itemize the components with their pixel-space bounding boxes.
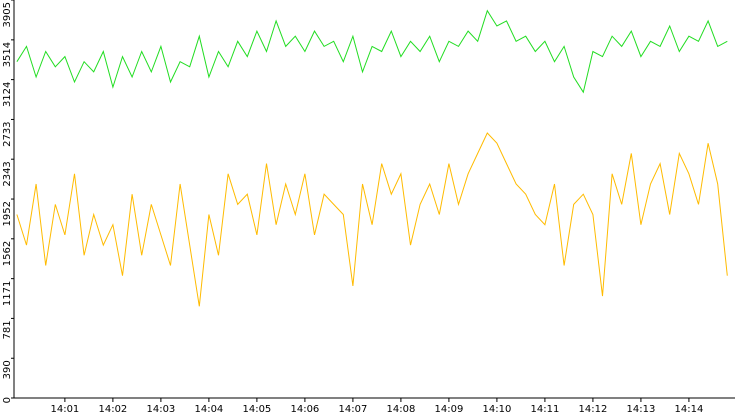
x-tick-label: 14:01 bbox=[50, 404, 79, 415]
x-tick-label: 14:04 bbox=[194, 404, 223, 415]
series-line bbox=[16, 132, 728, 307]
x-tick-label: 14:06 bbox=[290, 404, 319, 415]
x-tick-label: 14:12 bbox=[578, 404, 607, 415]
y-tick-label: 390 bbox=[2, 360, 13, 379]
y-tick-label: 0 bbox=[2, 397, 13, 403]
x-tick-label: 14:05 bbox=[242, 404, 271, 415]
y-tick-label: 1562 bbox=[2, 241, 13, 266]
series-line bbox=[16, 9, 728, 94]
y-tick-label: 2343 bbox=[2, 161, 13, 186]
y-tick-label: 1171 bbox=[2, 281, 13, 306]
x-tick-label: 14:07 bbox=[338, 404, 367, 415]
x-tick-label: 14:14 bbox=[675, 404, 704, 415]
x-tick-label: 14:10 bbox=[482, 404, 511, 415]
y-tick-label: 2733 bbox=[2, 121, 13, 146]
y-tick-label: 781 bbox=[2, 320, 13, 339]
x-tick-label: 14:11 bbox=[530, 404, 559, 415]
y-tick-label: 1952 bbox=[2, 201, 13, 226]
y-tick-label: 3905 bbox=[2, 2, 13, 27]
x-tick-label: 14:09 bbox=[434, 404, 463, 415]
x-tick-label: 14:13 bbox=[627, 404, 656, 415]
x-tick-label: 14:08 bbox=[386, 404, 415, 415]
y-tick-label: 3124 bbox=[2, 82, 13, 107]
x-tick-label: 14:02 bbox=[98, 404, 127, 415]
x-tick-label: 14:03 bbox=[146, 404, 175, 415]
y-tick-label: 3514 bbox=[2, 42, 13, 67]
